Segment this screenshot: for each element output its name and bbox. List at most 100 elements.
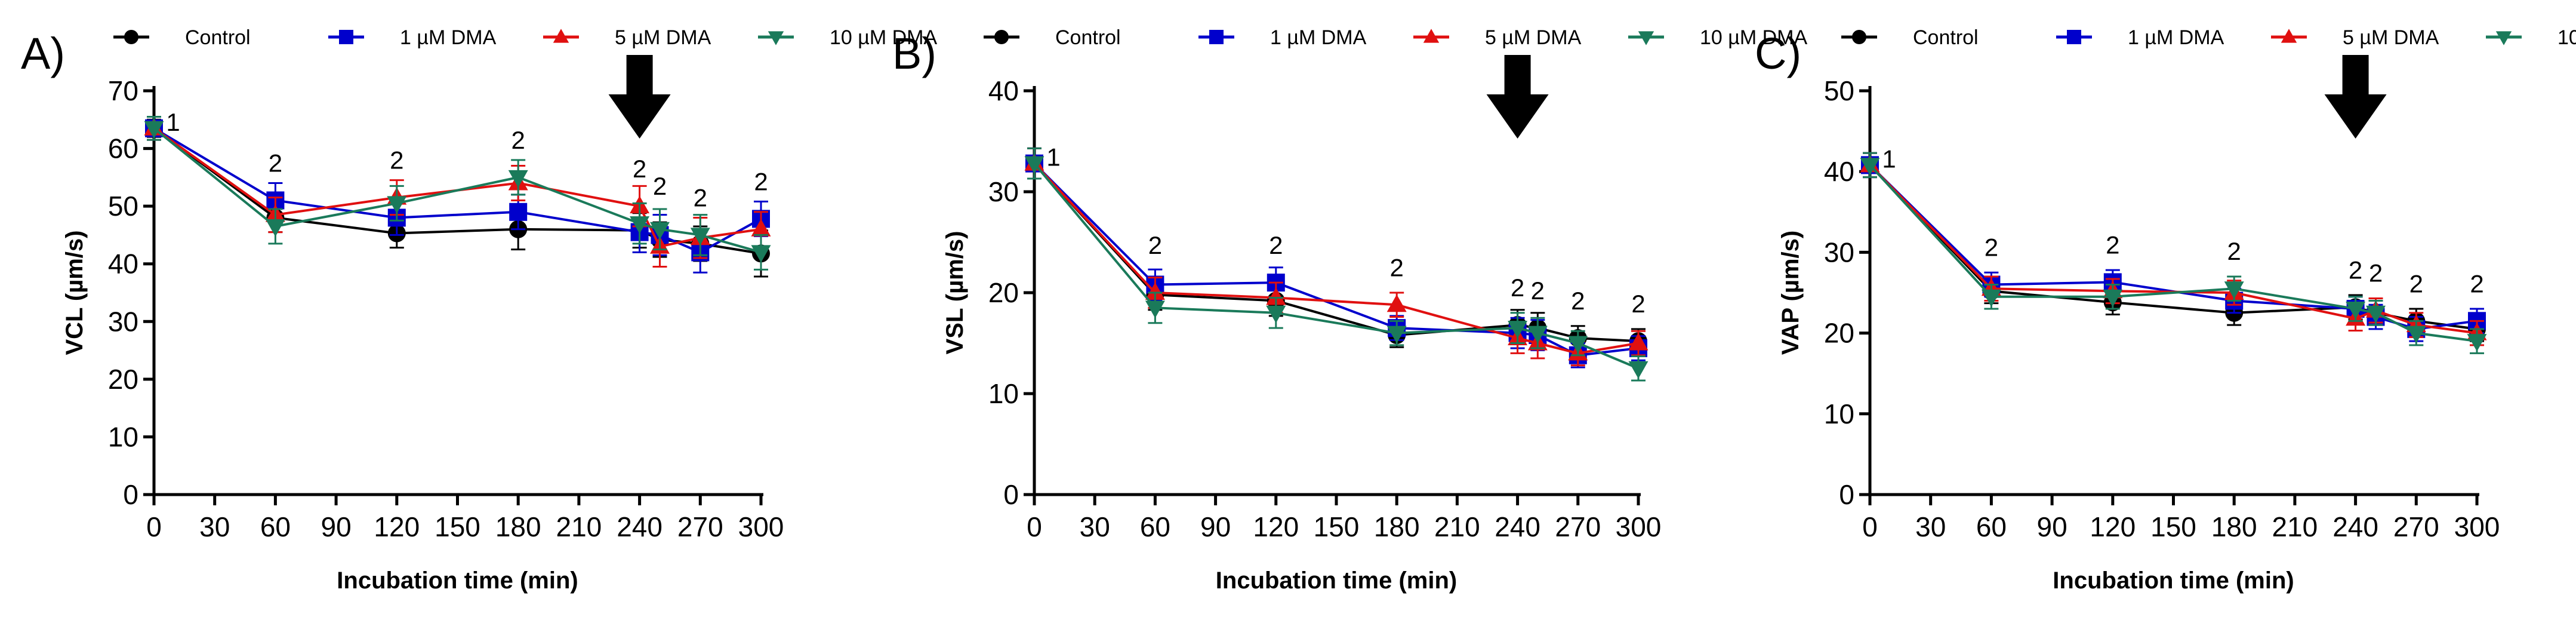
- data-point: [509, 202, 528, 221]
- annotation-label: 2: [1985, 233, 1998, 261]
- legend-entry: 1 µM DMA: [328, 26, 497, 49]
- x-tick-label: 60: [1140, 511, 1170, 542]
- annotation-label: 2: [2409, 269, 2423, 297]
- x-tick-label: 150: [435, 511, 480, 542]
- data-point: [1145, 282, 1165, 300]
- x-tick-label: 210: [2272, 511, 2318, 542]
- annotation-label: 2: [633, 155, 646, 183]
- y-tick-label: 50: [108, 191, 138, 222]
- data-point: [1266, 305, 1286, 324]
- data-point: [1024, 156, 1044, 174]
- data-point: [630, 216, 650, 234]
- x-tick-label: 30: [199, 511, 230, 542]
- x-tick-label: 0: [1862, 511, 1878, 542]
- annotation-label: 2: [1571, 287, 1585, 315]
- series: [1025, 147, 1647, 369]
- x-axis-label: Incubation time (min): [337, 567, 578, 594]
- x-tick-label: 60: [260, 511, 291, 542]
- data-point: [1628, 333, 1648, 351]
- legend-marker: [553, 29, 569, 43]
- x-tick-label: 240: [2332, 511, 2378, 542]
- legend-marker: [2495, 31, 2512, 45]
- data-point: [2103, 289, 2123, 308]
- legend-label: Control: [1055, 26, 1121, 49]
- annotation-label: 2: [511, 126, 525, 154]
- legend-entry: Control: [984, 26, 1121, 49]
- series-line: [1869, 164, 2478, 330]
- legend-entry: 1 µM DMA: [2056, 26, 2224, 49]
- y-tick-label: 40: [108, 248, 138, 280]
- y-tick-label: 20: [988, 277, 1019, 308]
- y-tick-label: 60: [108, 133, 138, 164]
- data-point: [751, 219, 771, 237]
- x-tick-label: 270: [677, 511, 723, 542]
- legend-marker: [2281, 29, 2297, 43]
- annotation-label: 2: [269, 149, 282, 177]
- x-tick-label: 240: [617, 511, 663, 542]
- x-tick-label: 300: [1616, 511, 1662, 542]
- data-point: [1527, 326, 1548, 343]
- legend-label: 10 µM DMA: [2557, 26, 2576, 49]
- x-tick-label: 180: [1374, 511, 1420, 542]
- x-tick-label: 90: [1200, 511, 1231, 542]
- legend-entry: 5 µM DMA: [2271, 26, 2439, 49]
- annotation-label: 2: [754, 167, 768, 195]
- y-tick-label: 10: [108, 421, 138, 452]
- x-tick-label: 120: [2090, 511, 2136, 542]
- data-point: [1145, 300, 1165, 318]
- data-point: [1568, 336, 1588, 354]
- series: [1024, 147, 1648, 382]
- x-tick-label: 90: [321, 511, 352, 542]
- y-tick-label: 20: [1824, 318, 1854, 349]
- data-point: [144, 121, 164, 139]
- y-tick-label: 30: [1824, 237, 1854, 268]
- legend-marker: [2067, 30, 2081, 44]
- y-axis-label: VCL (µm/s): [61, 230, 88, 355]
- x-tick-label: 210: [1434, 511, 1480, 542]
- y-tick-label: 40: [1824, 156, 1854, 187]
- y-axis-label: VAP (µm/s): [1777, 231, 1804, 355]
- annotation-label: 2: [1511, 274, 1524, 302]
- x-axis-label: Incubation time (min): [1216, 567, 1457, 594]
- panel-label: A): [21, 29, 65, 78]
- legend-marker: [768, 31, 784, 45]
- annotation-label: 2: [2369, 259, 2383, 287]
- series-line: [1869, 164, 2478, 330]
- data-point: [265, 219, 285, 237]
- legend-marker: [1638, 31, 1654, 45]
- y-tick-label: 20: [108, 364, 138, 395]
- data-point: [387, 196, 407, 214]
- x-tick-label: 240: [1495, 511, 1540, 542]
- x-tick-label: 120: [374, 511, 420, 542]
- panel-label: B): [892, 29, 936, 78]
- legend-entry: Control: [1841, 26, 1979, 49]
- annotation-label: 1: [166, 108, 180, 136]
- data-point: [1981, 289, 2001, 308]
- panel-label: C): [1755, 29, 1801, 78]
- legend-label: Control: [1913, 26, 1979, 49]
- data-point: [508, 170, 528, 188]
- panel-2: B) Control 1 µM DMA 5 µM DMA 10 µM DMA010203…: [892, 26, 1807, 594]
- data-point: [1628, 361, 1648, 379]
- y-tick-label: 0: [1003, 479, 1019, 510]
- annotation-label: 2: [694, 183, 707, 211]
- x-tick-label: 300: [2454, 511, 2500, 542]
- annotation-label: 2: [390, 146, 403, 174]
- data-point: [1386, 294, 1407, 312]
- data-point: [1386, 326, 1407, 343]
- data-point: [2366, 305, 2386, 324]
- legend-label: Control: [185, 26, 251, 49]
- legend-label: 5 µM DMA: [615, 26, 711, 49]
- series: [145, 115, 770, 274]
- x-tick-label: 30: [1080, 511, 1110, 542]
- series: [1860, 152, 2487, 346]
- legend-label: 5 µM DMA: [1485, 26, 1582, 49]
- data-point: [690, 228, 710, 245]
- legend-marker: [339, 30, 353, 44]
- y-tick-label: 30: [108, 306, 138, 337]
- legend-label: 10 µM DMA: [830, 26, 937, 49]
- data-point: [2406, 326, 2426, 343]
- legend-marker: [124, 30, 138, 44]
